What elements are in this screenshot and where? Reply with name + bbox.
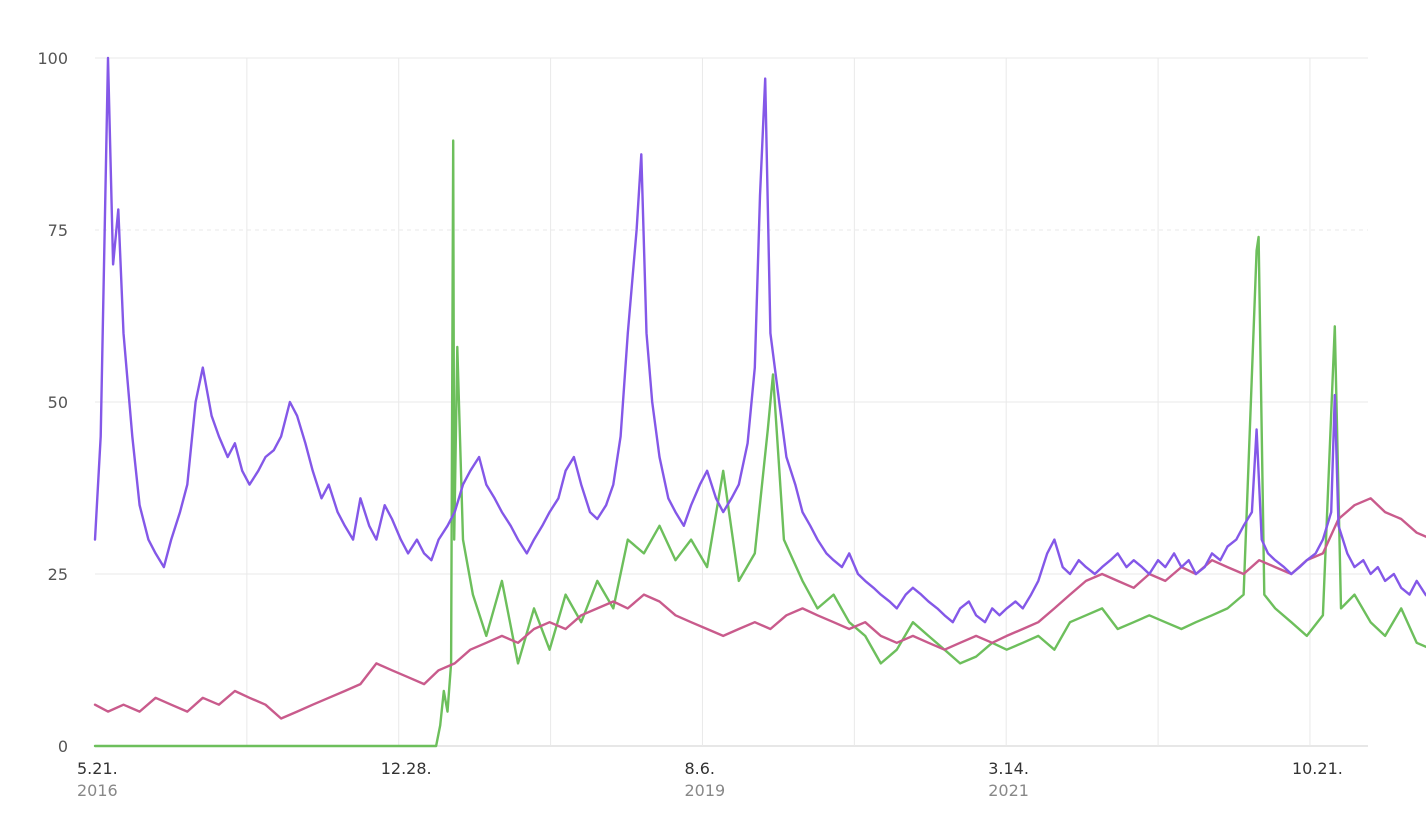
y-axis: 0 25 50 75 100 xyxy=(37,49,68,756)
y-tick-label: 0 xyxy=(58,737,68,756)
x-tick-label: 12.28. xyxy=(381,759,432,778)
x-tick-label: 10.21. xyxy=(1292,759,1343,778)
y-tick-label: 25 xyxy=(48,565,68,584)
y-tick-label: 75 xyxy=(48,221,68,240)
x-tick-year: 2019 xyxy=(684,781,725,800)
y-tick-label: 100 xyxy=(37,49,68,68)
series-line-1 xyxy=(93,139,1426,748)
x-tick-label: 8.6. xyxy=(684,759,715,778)
y-tick-label: 50 xyxy=(48,393,68,412)
x-tick-year: 2016 xyxy=(77,781,118,800)
series-line-2 xyxy=(93,497,1426,720)
x-tick-year: 2021 xyxy=(988,781,1029,800)
series-line-3 xyxy=(93,56,1426,624)
x-axis: 5.21. 2016 12.28. 8.6. 2019 3.14. 2021 10.21. xyxy=(77,759,1343,800)
x-tick-label: 3.14. xyxy=(988,759,1029,778)
x-tick-label: 5.21. xyxy=(77,759,118,778)
grid xyxy=(95,57,1368,747)
series-group xyxy=(93,56,1426,748)
